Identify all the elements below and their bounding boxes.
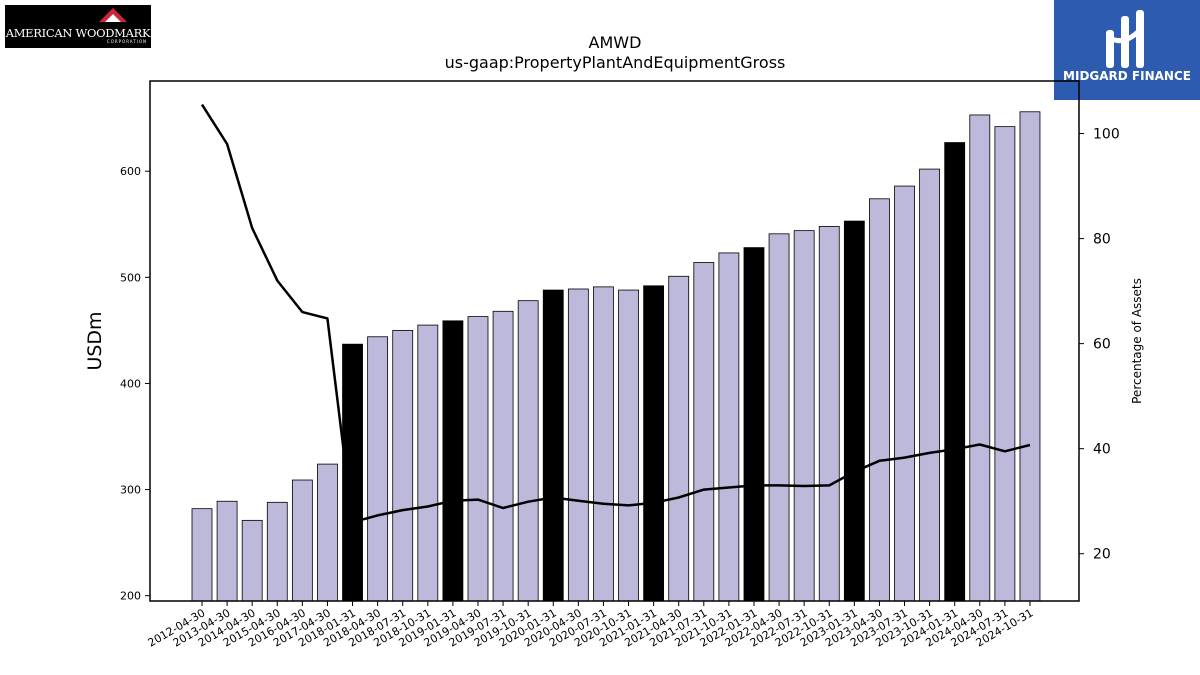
y-axis-label: USDm xyxy=(84,311,106,370)
logo-left-text: AMERICAN WOODMARK xyxy=(5,26,151,40)
y-axis: 200 300 400 500 600 xyxy=(120,165,150,603)
bar xyxy=(1019,111,1041,602)
bar xyxy=(668,275,690,602)
bar xyxy=(392,329,414,602)
pct-assets-line xyxy=(200,103,1031,524)
bar xyxy=(743,247,765,602)
y2-tick-label: 60 xyxy=(1093,337,1111,353)
bar xyxy=(367,336,389,602)
y2-axis-label: Percentage of Assets xyxy=(1130,278,1144,404)
roof-icon xyxy=(99,8,127,22)
y-tick-label: 300 xyxy=(120,484,141,497)
bar xyxy=(417,324,439,602)
bar xyxy=(843,220,865,602)
bar xyxy=(693,262,715,602)
bar xyxy=(241,519,263,602)
bar xyxy=(994,126,1016,602)
bar xyxy=(567,288,589,602)
bar xyxy=(944,142,966,602)
logo-left-subtext: CORPORATION xyxy=(106,39,147,44)
bar xyxy=(894,185,915,602)
y-tick-label: 600 xyxy=(120,165,141,178)
midgard-mark-icon xyxy=(1106,10,1144,68)
y2-tick-label: 20 xyxy=(1093,547,1111,563)
bar xyxy=(216,500,238,602)
bar xyxy=(793,230,815,602)
y2-tick-label: 100 xyxy=(1093,127,1120,143)
bar xyxy=(618,289,639,602)
bar xyxy=(593,286,614,602)
x-axis: 2012-04-302013-04-302014-04-302015-04-30… xyxy=(146,601,1036,650)
american-woodmark-logo: AMERICAN WOODMARK CORPORATION xyxy=(5,5,151,48)
y2-tick-label: 80 xyxy=(1093,232,1111,248)
bar xyxy=(266,501,288,602)
y2-tick-label: 40 xyxy=(1093,442,1111,458)
bar xyxy=(718,252,740,602)
bar xyxy=(768,233,790,602)
bar xyxy=(492,310,514,602)
y2-axis: 20 40 60 80 100 xyxy=(1079,127,1120,563)
bar xyxy=(517,300,539,602)
bar xyxy=(818,225,840,602)
logo-right-text: MIDGARD FINANCE xyxy=(1063,69,1191,83)
chart-title: AMWD xyxy=(589,33,642,52)
bar xyxy=(317,463,338,602)
bar xyxy=(643,285,665,602)
bar xyxy=(969,114,991,602)
bar xyxy=(191,508,213,602)
y-tick-label: 200 xyxy=(120,590,141,603)
plot-frame xyxy=(149,80,1080,602)
bar xyxy=(442,320,464,602)
bar xyxy=(291,479,313,602)
bar xyxy=(467,316,489,602)
bar xyxy=(869,198,890,602)
y-tick-label: 400 xyxy=(120,377,141,390)
bar xyxy=(542,289,564,602)
chart-subtitle: us-gaap:PropertyPlantAndEquipmentGross xyxy=(445,53,786,72)
midgard-finance-logo: MIDGARD FINANCE xyxy=(1054,0,1200,100)
pct-line-group xyxy=(200,103,1031,524)
bar xyxy=(919,168,941,602)
y-tick-label: 500 xyxy=(120,271,141,284)
bar-group xyxy=(191,111,1041,602)
